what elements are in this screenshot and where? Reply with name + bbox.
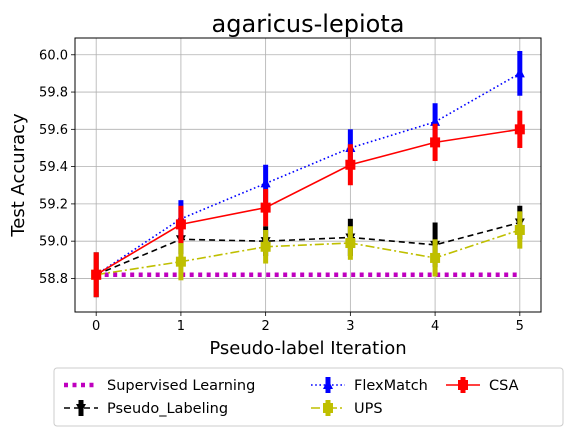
legend-label: UPS xyxy=(354,401,383,417)
legend-swatch-marker xyxy=(323,403,333,413)
data-point xyxy=(91,269,102,280)
series-line xyxy=(95,72,521,276)
data-point xyxy=(175,256,186,267)
series-line xyxy=(96,229,521,276)
legend-label: Pseudo_Labeling xyxy=(107,401,228,417)
legend-swatch-marker xyxy=(76,404,86,413)
series-pseudo-labeling xyxy=(91,205,525,298)
legend-item: UPS xyxy=(311,400,383,417)
legend-label: FlexMatch xyxy=(354,378,428,394)
y-tick-label: 59.0 xyxy=(39,235,68,250)
data-point xyxy=(514,67,525,78)
series-group xyxy=(91,51,525,298)
legend-item: Pseudo_Labeling xyxy=(64,400,228,417)
data-point xyxy=(260,202,271,213)
legend: Supervised Learning Pseudo_Labeling FlexMa… xyxy=(64,377,519,417)
data-point xyxy=(514,124,525,135)
y-tick-label: 60.0 xyxy=(39,48,68,63)
legend-item: Supervised Learning xyxy=(64,378,255,394)
legend-label: Supervised Learning xyxy=(107,378,255,394)
legend-swatch-marker xyxy=(323,379,333,389)
x-tick-label: 1 xyxy=(177,319,185,334)
series-flexmatch xyxy=(91,51,525,298)
y-tick-label: 59.4 xyxy=(39,160,68,175)
data-point xyxy=(430,115,441,126)
x-tick-label: 4 xyxy=(431,319,439,334)
chart-title: agaricus-lepiota xyxy=(212,10,405,38)
x-tick-label: 5 xyxy=(516,319,524,334)
data-point xyxy=(345,238,356,249)
x-axis-label: Pseudo-label Iteration xyxy=(209,338,406,359)
x-tick-label: 0 xyxy=(92,319,100,334)
x-tick-label: 3 xyxy=(346,319,354,334)
data-point xyxy=(430,252,441,263)
series-ups xyxy=(91,211,525,298)
data-point xyxy=(260,241,271,252)
legend-item: CSA xyxy=(446,377,519,394)
legend-label: CSA xyxy=(489,378,519,394)
ticks: 0 1 2 3 4 5 58.8 59.0 59.2 59.4 59.6 59.8 60.0 xyxy=(39,48,524,334)
data-point xyxy=(430,137,441,148)
data-point xyxy=(514,224,525,235)
series-line xyxy=(95,221,521,276)
y-tick-label: 59.6 xyxy=(39,123,68,138)
y-tick-label: 58.8 xyxy=(39,272,68,287)
data-point xyxy=(175,219,186,230)
y-tick-label: 59.2 xyxy=(39,197,68,212)
data-point xyxy=(345,159,356,170)
series-line xyxy=(95,128,520,276)
legend-item: FlexMatch xyxy=(311,377,428,394)
y-tick-label: 59.8 xyxy=(39,86,68,101)
legend-box xyxy=(53,367,564,427)
series-csa xyxy=(91,110,525,298)
plot-frame xyxy=(74,37,542,313)
legend-swatch-marker xyxy=(458,380,468,390)
data-point xyxy=(260,177,271,188)
y-axis-label: Test Accuracy xyxy=(8,113,29,238)
grid xyxy=(75,38,541,312)
x-tick-label: 2 xyxy=(261,319,269,334)
